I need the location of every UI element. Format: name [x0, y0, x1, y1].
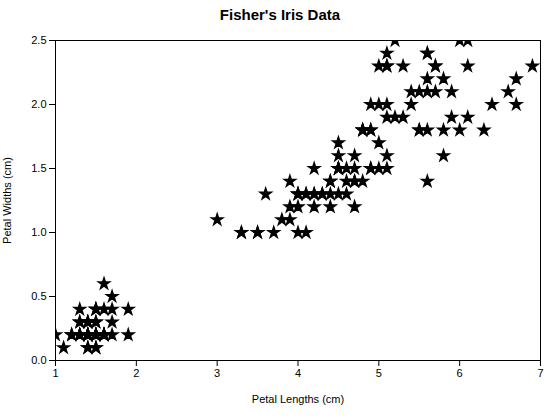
- svg-text:1: 1: [52, 367, 58, 379]
- svg-text:3: 3: [214, 367, 220, 379]
- svg-text:2: 2: [133, 367, 139, 379]
- svg-text:1.0: 1.0: [31, 226, 46, 238]
- svg-text:5: 5: [376, 367, 382, 379]
- svg-text:0.0: 0.0: [31, 354, 46, 366]
- svg-text:0.5: 0.5: [31, 290, 46, 302]
- svg-text:6: 6: [457, 367, 463, 379]
- svg-text:7: 7: [537, 367, 543, 379]
- svg-text:1.5: 1.5: [31, 162, 46, 174]
- svg-text:4: 4: [295, 367, 301, 379]
- svg-text:2.0: 2.0: [31, 98, 46, 110]
- html-text:Fisher's Iris Data: Fisher's Iris Data: [219, 6, 341, 23]
- svg-text:Petal Widths (cm): Petal Widths (cm): [1, 157, 13, 244]
- svg-text:Petal Lengths (cm): Petal Lengths (cm): [252, 393, 344, 405]
- svg-text:2.5: 2.5: [31, 34, 46, 46]
